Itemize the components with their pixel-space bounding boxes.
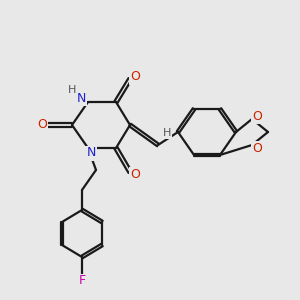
Text: N: N [76, 92, 86, 104]
Text: O: O [130, 70, 140, 83]
Text: O: O [37, 118, 47, 131]
Text: N: N [86, 146, 96, 160]
Text: H: H [163, 128, 171, 138]
Text: F: F [78, 274, 85, 287]
Text: O: O [252, 110, 262, 122]
Text: H: H [68, 85, 76, 95]
Text: O: O [252, 142, 262, 154]
Text: O: O [130, 167, 140, 181]
